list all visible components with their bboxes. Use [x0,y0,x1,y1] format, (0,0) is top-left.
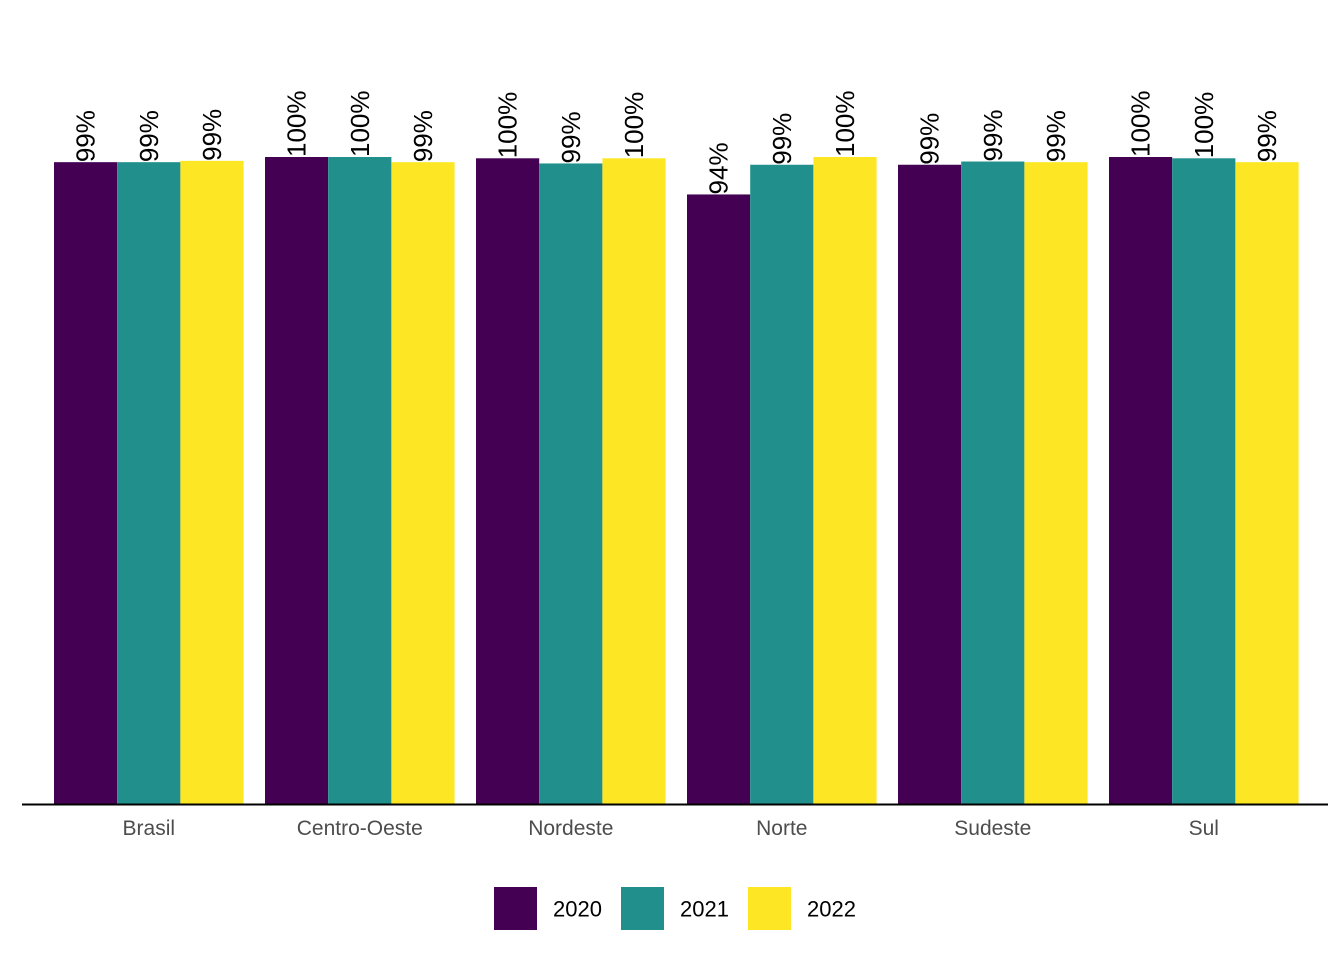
bar-sudeste-2022 [1024,162,1088,805]
value-label-nordeste-2021: 99% [556,111,586,163]
bar-nordeste-2020 [476,158,540,805]
legend-label-2022: 2022 [807,897,856,922]
bar-brasil-2021 [117,162,181,805]
bar-centro-oeste-2020 [265,157,329,804]
x-tick-norte: Norte [756,817,807,840]
value-label-brasil-2022: 99% [197,109,227,161]
x-tick-sul: Sul [1189,817,1219,840]
x-tick-nordeste: Nordeste [528,817,613,840]
bar-sul-2022 [1235,162,1299,805]
value-label-nordeste-2022: 100% [619,92,649,159]
bar-sudeste-2021 [961,161,1025,804]
bar-norte-2020 [687,194,751,804]
x-tick-brasil: Brasil [123,817,176,840]
legend: 2020 2021 2022 [494,887,856,930]
bar-brasil-2022 [180,160,244,804]
value-label-centro-oeste-2020: 100% [282,91,312,158]
value-label-brasil-2021: 99% [134,110,164,162]
x-tick-centro-oeste: Centro-Oeste [297,817,423,840]
bar-norte-2022 [813,157,877,804]
bar-nordeste-2021 [539,163,603,804]
bar-brasil-2020 [54,162,118,805]
value-label-norte-2020: 94% [704,142,734,194]
value-label-sudeste-2021: 99% [978,109,1008,161]
legend-key-2022 [748,887,791,930]
value-label-sudeste-2022: 99% [1041,110,1071,162]
value-label-sul-2022: 99% [1252,110,1282,162]
bar-sudeste-2020 [898,164,962,804]
bars-layer [54,157,1299,805]
legend-label-2020: 2020 [553,897,602,922]
value-label-brasil-2020: 99% [71,110,101,162]
bar-sul-2020 [1109,157,1173,804]
legend-key-2021 [621,887,664,930]
bar-sul-2021 [1172,158,1236,805]
x-axis-tick-labels: Brasil Centro-Oeste Nordeste Norte Sudeste Su… [123,817,1219,840]
x-tick-sudeste: Sudeste [954,817,1031,840]
value-label-norte-2021: 99% [767,113,797,165]
legend-key-2020 [494,887,537,930]
bar-centro-oeste-2022 [391,162,455,805]
bar-norte-2021 [750,164,814,804]
bar-nordeste-2022 [602,158,666,805]
value-label-sul-2020: 100% [1126,91,1156,158]
value-label-norte-2022: 100% [830,91,860,158]
value-labels-layer: 99% 99% 99% 100% 100% 99% 100% 99% 100% 94% 99% 100… [71,91,1282,195]
value-label-centro-oeste-2022: 99% [408,110,438,162]
value-label-centro-oeste-2021: 100% [345,91,375,158]
legend-label-2021: 2021 [680,897,729,922]
value-label-nordeste-2020: 100% [493,92,523,159]
value-label-sudeste-2020: 99% [915,113,945,165]
value-label-sul-2021: 100% [1189,92,1219,159]
bar-centro-oeste-2021 [328,157,392,804]
